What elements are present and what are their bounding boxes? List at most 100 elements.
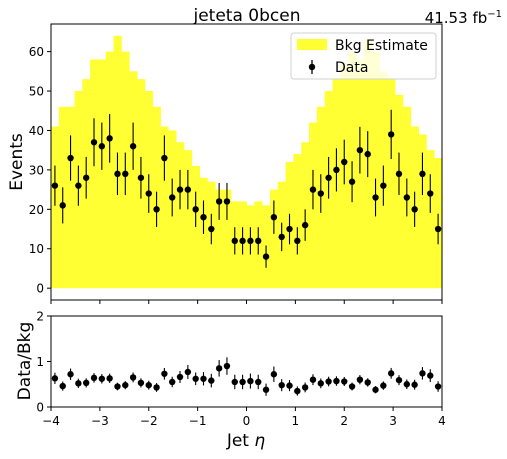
ratio-point (98, 375, 106, 382)
data-point (169, 194, 176, 201)
bkg-bar (355, 59, 365, 289)
ratio-point (380, 382, 387, 389)
data-point (434, 225, 442, 233)
data-point (129, 143, 137, 150)
bkg-bar (215, 189, 224, 289)
ratio-point (129, 374, 137, 381)
bkg-bar (160, 126, 169, 289)
data-point (239, 237, 246, 245)
bkg-bar (90, 59, 99, 289)
ratio-point (348, 383, 356, 390)
y-tick-label: 30 (29, 163, 44, 177)
data-point (325, 174, 332, 181)
data-point (51, 182, 59, 189)
data-point (301, 221, 309, 229)
ratio-point (270, 371, 278, 378)
ratio-point (247, 377, 254, 385)
ratio-plot-frame (50, 315, 443, 408)
ratio-y-tick-label: 2 (36, 310, 44, 324)
ratio-point (106, 375, 113, 382)
ratio-point (184, 368, 192, 376)
y-tick-label: 0 (36, 282, 44, 296)
bkg-bar (418, 134, 427, 289)
data-point (427, 190, 434, 197)
ratio-point (333, 377, 340, 385)
data-point (309, 186, 317, 193)
bkg-bar (105, 51, 114, 289)
ratio-point (364, 379, 371, 386)
ratio-point (395, 376, 403, 384)
data-point (395, 170, 403, 178)
legend: Bkg Estimate Data (290, 32, 437, 80)
ratio-point (286, 382, 293, 389)
bkg-bar (129, 71, 138, 289)
ratio-point (75, 380, 82, 387)
ratio-point (192, 375, 199, 382)
data-point (231, 237, 238, 245)
data-point (153, 206, 160, 213)
data-point (223, 198, 231, 205)
bkg-bar (51, 126, 60, 289)
bkg-bar (223, 189, 232, 289)
bkg-bar (426, 150, 435, 289)
ratio-point (208, 377, 215, 384)
bkg-bar (183, 150, 193, 289)
data-point (356, 146, 364, 154)
data-point (255, 237, 262, 245)
ratio-point (309, 376, 317, 383)
x-axis-label-text: Jet (226, 431, 255, 451)
x-tick-label: 1 (292, 414, 300, 428)
x-tick-label: −1 (189, 414, 207, 428)
luminosity-exponent: −1 (487, 9, 502, 20)
bkg-bar (191, 165, 200, 289)
ratio-point (434, 383, 442, 390)
data-point (161, 154, 168, 162)
ratio-point (169, 378, 176, 386)
y-tick-label: 60 (29, 45, 44, 59)
ratio-point (223, 362, 231, 370)
data-point (247, 237, 254, 245)
x-tick-label: −4 (42, 414, 60, 428)
data-point (106, 135, 113, 142)
ratio-point (145, 381, 152, 389)
data-point (200, 214, 207, 221)
data-point (387, 131, 395, 138)
data-point (98, 143, 106, 150)
luminosity-unit: fb (472, 9, 487, 27)
data-point (380, 182, 387, 189)
data-point (82, 174, 90, 181)
bkg-bar (269, 189, 279, 289)
ratio-point (403, 381, 411, 388)
ratio-point (325, 378, 332, 385)
data-point (145, 190, 152, 197)
bkg-bar (387, 79, 396, 289)
data-point (184, 186, 192, 193)
ratio-y-tick-label: 1 (36, 355, 44, 369)
data-point (208, 225, 215, 233)
main-y-ticks: 0 10 20 30 40 50 60 (29, 45, 51, 296)
data-point (294, 237, 301, 245)
ratio-point (372, 386, 379, 393)
ratio-point (317, 380, 324, 387)
data-point (317, 190, 324, 197)
ratio-point (161, 370, 168, 377)
ratio-x-ticks: −4 −3 −2 −1 0 1 2 3 4 (42, 407, 446, 428)
data-point (67, 154, 74, 162)
data-point (372, 194, 379, 201)
data-point (419, 170, 426, 178)
data-point (333, 166, 340, 174)
legend-frame (290, 32, 437, 80)
main-panel: 0 10 20 30 40 50 60 Events Bkg Estimate Data (7, 23, 443, 304)
bkg-bar (176, 142, 185, 289)
ratio-y-axis-label: Data/Bkg (15, 322, 35, 401)
data-point (364, 150, 371, 158)
bkg-bar (66, 106, 75, 289)
luminosity-label: 41.53 fb−1 (425, 9, 502, 27)
ratio-point (387, 370, 395, 377)
y-tick-label: 40 (29, 124, 44, 138)
y-axis-label: Events (7, 133, 27, 191)
ratio-point (294, 387, 301, 395)
ratio-point (411, 381, 418, 388)
y-tick-label: 10 (29, 242, 44, 256)
bkg-bar (371, 51, 380, 289)
